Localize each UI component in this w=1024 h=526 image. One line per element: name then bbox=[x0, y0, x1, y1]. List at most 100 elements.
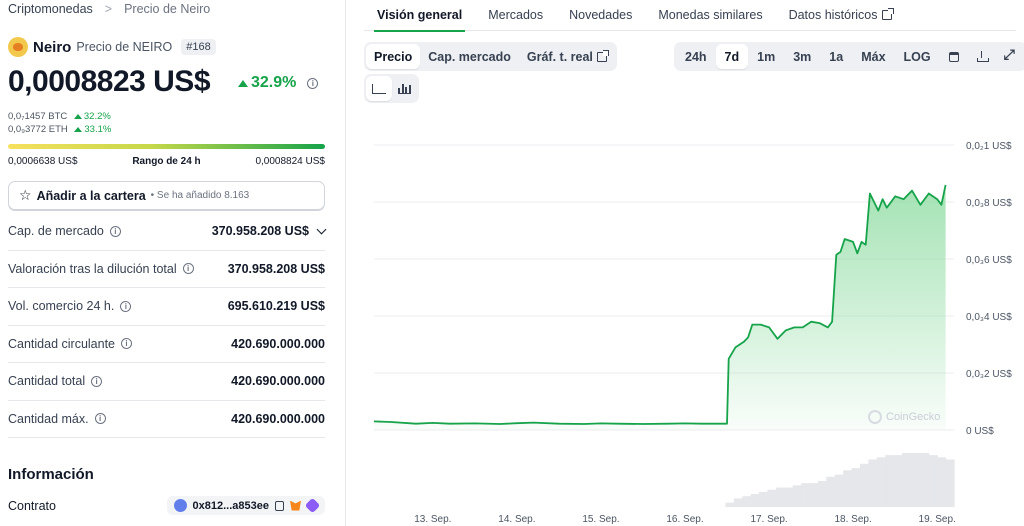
stat-label: Cantidad total bbox=[8, 374, 86, 389]
log-scale-button[interactable]: LOG bbox=[903, 49, 931, 64]
star-icon: ☆ bbox=[19, 187, 32, 203]
x-tick-label: 16. Sep. bbox=[666, 514, 703, 525]
tab-label: Datos históricos bbox=[788, 8, 878, 22]
range-3m-button[interactable]: 3m bbox=[793, 49, 812, 64]
volume-bar bbox=[935, 459, 955, 507]
tab-label: Monedas similares bbox=[658, 8, 763, 22]
copy-icon[interactable] bbox=[275, 500, 284, 511]
btc-price-row: 0,0₇1457 BTC 32.2% bbox=[8, 110, 111, 123]
range-label: Rango de 24 h bbox=[132, 156, 201, 167]
view-market-cap-button[interactable]: Cap. mercado bbox=[428, 49, 511, 64]
chart-view-selector: Precio Cap. mercado Gráf. t. real bbox=[364, 42, 617, 71]
breadcrumb-separator-icon: > bbox=[104, 2, 113, 16]
stats-list: Cap. de mercado i 370.958.208 US$ Valorac… bbox=[8, 213, 327, 438]
range-24h-button[interactable]: 24h bbox=[685, 49, 707, 64]
stat-max-supply: Cantidad máx. i 420.690.000.000 bbox=[8, 401, 325, 438]
info-icon[interactable]: i bbox=[182, 263, 194, 275]
stat-value: 695.610.219 US$ bbox=[227, 299, 325, 314]
external-link-icon bbox=[596, 49, 609, 62]
stat-market-cap: Cap. de mercado i 370.958.208 US$ bbox=[8, 213, 327, 251]
price-line bbox=[373, 184, 947, 425]
up-arrow-icon bbox=[238, 79, 248, 87]
download-icon bbox=[976, 51, 989, 62]
range-max-button[interactable]: Máx bbox=[861, 49, 886, 64]
tab-overview[interactable]: Visión general bbox=[364, 0, 475, 32]
neiro-logo-icon bbox=[8, 37, 28, 57]
contract-label: Contrato bbox=[8, 498, 56, 513]
breadcrumb-current: Precio de Neiro bbox=[124, 2, 211, 16]
add-to-portfolio-button[interactable]: ☆ Añadir a la cartera • Se ha añadido 8.… bbox=[8, 181, 325, 210]
y-tick-label: 0,0₃6 US$ bbox=[966, 255, 1012, 266]
coin-name: Neiro bbox=[33, 38, 72, 56]
metamask-icon[interactable] bbox=[290, 500, 301, 511]
candlestick-icon bbox=[398, 83, 411, 94]
add-to-portfolio-label: Añadir a la cartera bbox=[36, 188, 146, 203]
range-selector: 24h 7d 1m 3m 1a Máx LOG bbox=[674, 42, 1024, 71]
download-button[interactable] bbox=[968, 44, 996, 69]
chevron-down-icon[interactable] bbox=[316, 224, 327, 235]
range-low: 0,0006638 US$ bbox=[8, 156, 78, 167]
column-divider bbox=[345, 0, 346, 526]
contract-chip[interactable]: 0x812...a853ee bbox=[166, 496, 325, 515]
external-link-icon bbox=[881, 8, 894, 20]
eth-price-row: 0,0₉3772 ETH 33.1% bbox=[8, 123, 111, 136]
x-tick-label: 18. Sep. bbox=[834, 514, 871, 525]
calendar-button[interactable] bbox=[940, 44, 968, 69]
price-change-value: 32.9% bbox=[251, 74, 297, 91]
info-icon[interactable]: i bbox=[121, 338, 133, 350]
y-tick-label: 0,0₂1 US$ bbox=[966, 141, 1012, 152]
range-1m-button[interactable]: 1m bbox=[757, 49, 776, 64]
info-icon[interactable]: i bbox=[91, 375, 103, 387]
stat-total-supply: Cantidad total i 420.690.000.000 bbox=[8, 363, 325, 401]
ethereum-icon bbox=[173, 499, 187, 512]
watermark-text: CoinGecko bbox=[886, 411, 941, 423]
info-icon[interactable]: i bbox=[120, 300, 132, 312]
breadcrumb-root[interactable]: Criptomonedas bbox=[8, 2, 93, 16]
btc-change: 32.2% bbox=[83, 111, 111, 122]
rank-badge: #168 bbox=[181, 39, 216, 55]
btc-price: 0,0₇1457 BTC bbox=[8, 111, 68, 122]
stat-label: Cantidad máx. bbox=[8, 411, 89, 426]
y-tick-label: 0,0₃8 US$ bbox=[966, 198, 1012, 209]
contract-row: Contrato 0x812...a853ee bbox=[8, 496, 325, 515]
x-tick-label: 14. Sep. bbox=[498, 514, 535, 525]
stat-value: 370.958.208 US$ bbox=[211, 224, 309, 239]
chart-type-selector bbox=[364, 74, 419, 103]
stat-fdv: Valoración tras la dilución total i 370.9… bbox=[8, 251, 325, 288]
candle-chart-button[interactable] bbox=[392, 76, 417, 101]
up-arrow-icon bbox=[74, 127, 83, 132]
range-1y-button[interactable]: 1a bbox=[829, 49, 844, 64]
calendar-icon bbox=[948, 51, 959, 62]
coin-header: Neiro Precio de NEIRO #168 bbox=[8, 37, 216, 57]
tab-news[interactable]: Novedades bbox=[556, 0, 645, 31]
price-area bbox=[374, 184, 946, 430]
tab-similar-coins[interactable]: Monedas similares bbox=[645, 0, 775, 31]
price-value: 0,0008823 US$ bbox=[8, 65, 211, 98]
portfolio-count-note: • Se ha añadido 8.163 bbox=[150, 190, 250, 201]
range-high: 0,0008824 US$ bbox=[255, 156, 325, 167]
stat-label: Cantidad circulante bbox=[8, 336, 116, 351]
y-tick-label: 0 US$ bbox=[966, 426, 994, 437]
info-section-title: Información bbox=[8, 466, 94, 483]
info-icon[interactable]: i bbox=[109, 225, 121, 237]
view-price-button[interactable]: Precio bbox=[366, 44, 421, 69]
x-tick-label: 19. Sep. bbox=[919, 514, 956, 525]
up-arrow-icon bbox=[73, 114, 82, 119]
alt-prices: 0,0₇1457 BTC 32.2% 0,0₉3772 ETH 33.1% bbox=[8, 110, 111, 136]
stat-value: 420.690.000.000 bbox=[231, 411, 325, 426]
y-tick-label: 0,0₃2 US$ bbox=[966, 369, 1012, 380]
view-live-chart-label: Gráf. t. real bbox=[526, 49, 593, 64]
info-icon[interactable]: i bbox=[94, 413, 106, 425]
tab-markets[interactable]: Mercados bbox=[475, 0, 556, 31]
tab-historical-data[interactable]: Datos históricos bbox=[776, 0, 905, 31]
breadcrumb: Criptomonedas > Precio de Neiro bbox=[8, 2, 210, 16]
expand-icon bbox=[1004, 47, 1016, 63]
fullscreen-button[interactable] bbox=[996, 44, 1024, 69]
line-chart-button[interactable] bbox=[366, 76, 392, 101]
wallet-icon[interactable] bbox=[304, 497, 321, 514]
price-chart[interactable]: 0 US$ 0,0₃2 US$ 0,0₃4 US$ 0,0₃6 US$ 0,0₃8 US… bbox=[364, 125, 1024, 526]
stat-value: 420.690.000.000 bbox=[231, 336, 325, 351]
info-icon[interactable]: i bbox=[307, 77, 319, 89]
view-live-chart-button[interactable]: Gráf. t. real bbox=[519, 44, 615, 69]
range-7d-button[interactable]: 7d bbox=[715, 44, 749, 69]
